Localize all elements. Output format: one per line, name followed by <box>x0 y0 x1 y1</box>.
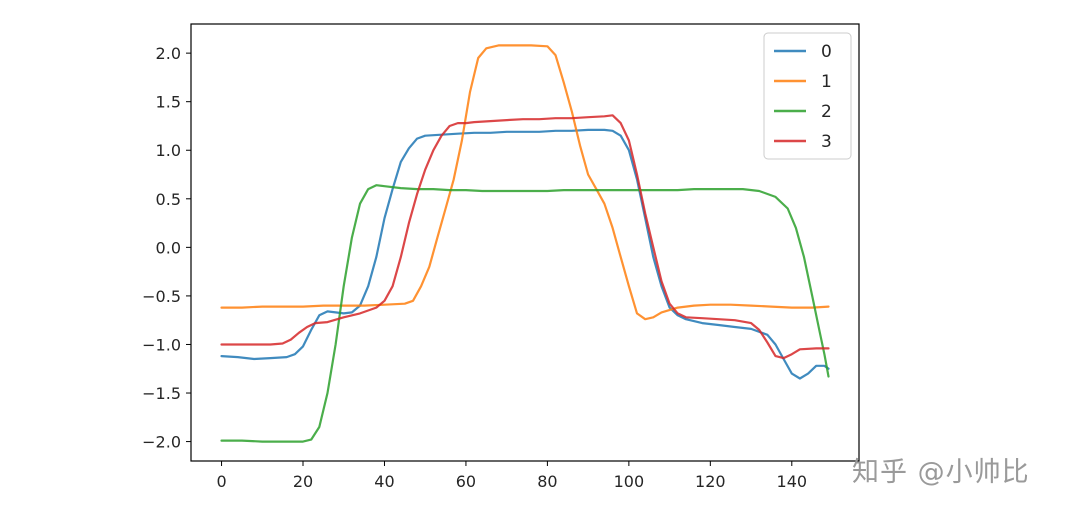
x-axis: 0 20 40 60 80 100 120 140 <box>216 461 807 491</box>
y-tick-label: 1.5 <box>156 93 181 112</box>
watermark: 知乎 @小帅比 <box>852 457 1030 488</box>
y-tick-label: 1.0 <box>156 141 181 160</box>
y-tick-label: −2.0 <box>142 433 181 452</box>
y-tick-label: 0.5 <box>156 190 181 209</box>
legend-label-1: 1 <box>821 72 832 92</box>
series-line-2 <box>220 184 830 443</box>
plot-area <box>191 24 859 461</box>
legend: 0 1 2 3 <box>763 32 852 160</box>
y-axis: −2.0 −1.5 −1.0 −0.5 0.0 0.5 1.0 1.5 2.0 <box>142 44 191 452</box>
y-tick-label: 2.0 <box>156 44 181 63</box>
x-tick-label: 0 <box>216 472 226 491</box>
legend-label-3: 3 <box>821 132 832 152</box>
legend-label-0: 0 <box>821 42 832 62</box>
x-tick-label: 80 <box>537 472 557 491</box>
x-tick-label: 100 <box>614 472 645 491</box>
y-tick-label: 0.0 <box>156 238 181 257</box>
series-line-1 <box>220 44 830 321</box>
y-tick-label: −1.5 <box>142 384 181 403</box>
x-tick-label: 20 <box>293 472 313 491</box>
x-tick-label: 140 <box>777 472 808 491</box>
y-tick-label: −0.5 <box>142 287 181 306</box>
series-line-0 <box>220 128 830 380</box>
legend-box <box>763 32 852 160</box>
plot-frame <box>190 23 860 462</box>
x-tick-label: 120 <box>695 472 726 491</box>
x-tick-label: 60 <box>456 472 476 491</box>
x-tick-label: 40 <box>374 472 394 491</box>
y-tick-label: −1.0 <box>142 335 181 354</box>
legend-label-2: 2 <box>821 102 832 122</box>
series-line-3 <box>220 114 830 360</box>
